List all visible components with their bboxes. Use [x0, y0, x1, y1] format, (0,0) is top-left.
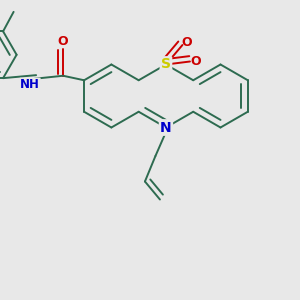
- Text: NH: NH: [20, 78, 40, 91]
- Text: O: O: [190, 55, 201, 68]
- Text: N: N: [160, 121, 172, 134]
- Text: O: O: [58, 35, 68, 48]
- Text: O: O: [182, 35, 192, 49]
- Text: S: S: [161, 58, 171, 71]
